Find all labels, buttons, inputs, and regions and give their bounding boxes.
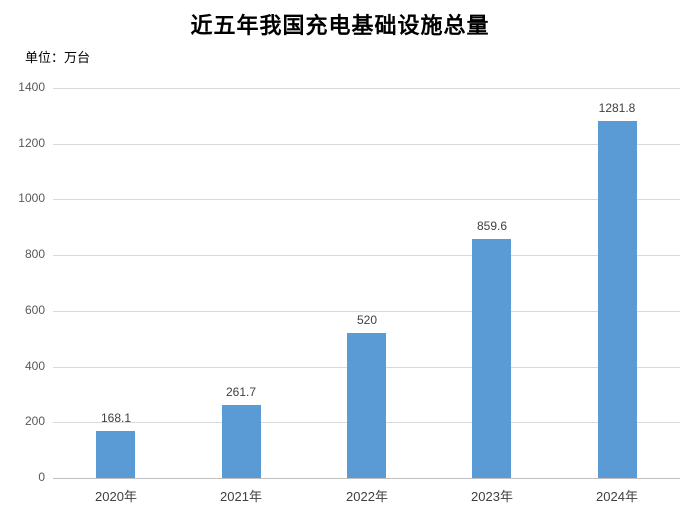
bar-2023年 [472, 239, 511, 478]
y-tick-label: 200 [24, 414, 45, 428]
bar-2022年 [347, 333, 386, 478]
x-tick-label: 2020年 [95, 489, 137, 504]
bar-value-label: 1281.8 [598, 101, 636, 115]
gridline [53, 255, 680, 256]
bar-2020年 [96, 431, 135, 478]
plot-area: 168.1 261.7 520 859.6 1281.8 [53, 88, 680, 479]
bar-value-label: 859.6 [476, 219, 508, 233]
y-tick-label: 800 [24, 247, 45, 261]
x-tick-label: 2024年 [596, 489, 638, 504]
chart-title: 近五年我国充电基础设施总量 [190, 13, 490, 38]
gridline [53, 144, 680, 145]
x-tick-label: 2022年 [346, 489, 388, 504]
y-tick-label: 600 [24, 303, 45, 317]
bar-2021年 [222, 405, 261, 478]
x-tick-label: 2021年 [220, 489, 262, 504]
x-axis-line [53, 478, 680, 479]
y-tick-label: 1400 [18, 80, 45, 94]
y-tick-label: 0 [38, 470, 45, 484]
bar-value-label: 520 [356, 313, 378, 327]
unit-label: 单位：万台 [25, 50, 91, 65]
bar-value-label: 261.7 [225, 385, 257, 399]
y-tick-label: 1000 [18, 191, 45, 205]
bar-value-label: 168.1 [100, 411, 132, 425]
y-tick-label: 400 [24, 359, 45, 373]
x-tick-label: 2023年 [471, 489, 513, 504]
bar-2024年 [598, 121, 637, 478]
y-tick-label: 1200 [18, 136, 45, 150]
gridline [53, 311, 680, 312]
gridline [53, 88, 680, 89]
gridline [53, 199, 680, 200]
